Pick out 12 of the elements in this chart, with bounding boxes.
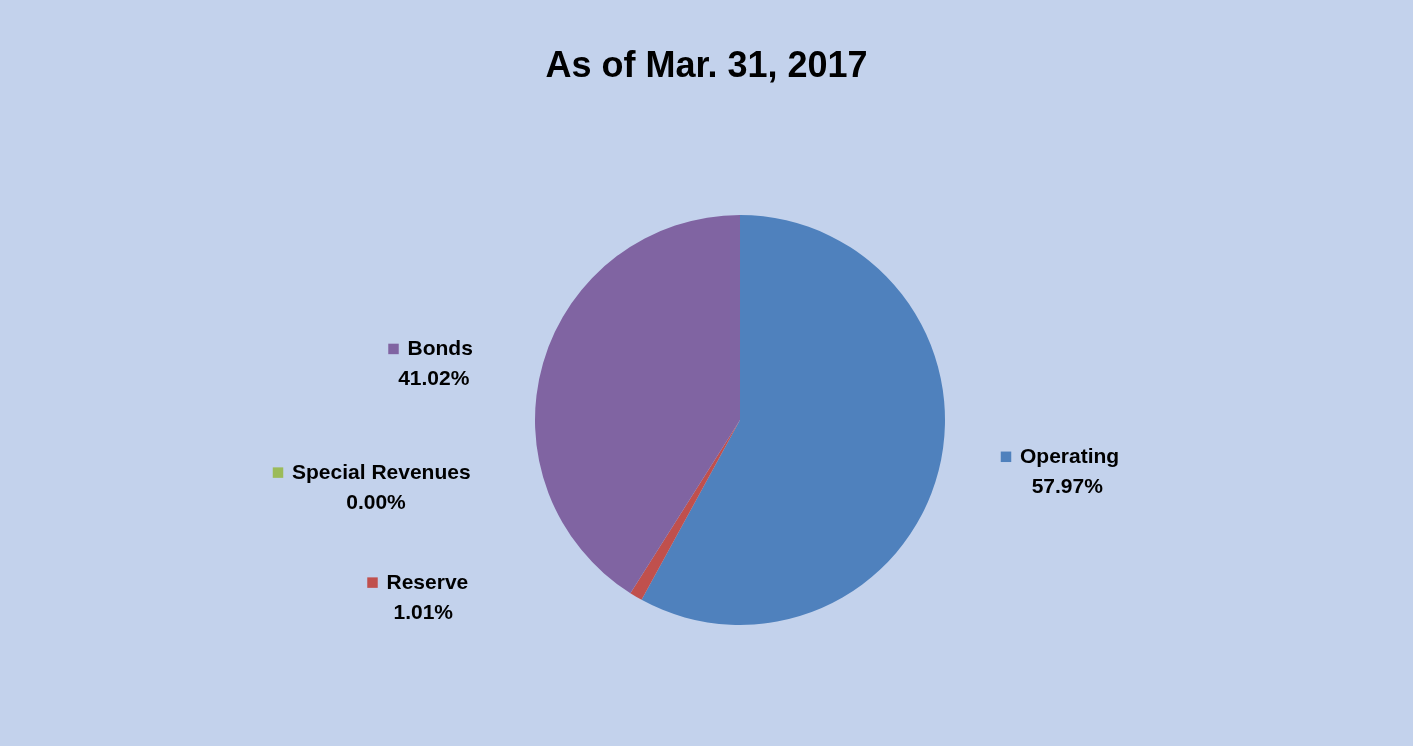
legend-label: Special Revenues — [292, 459, 471, 483]
pie-slice — [641, 215, 945, 625]
legend-label: Operating — [1020, 443, 1120, 467]
data-label: 1.01% — [393, 599, 454, 623]
pie-slice — [630, 420, 740, 600]
legend-label: Reserve — [386, 569, 469, 593]
pie-slice — [535, 215, 740, 594]
chart-title: As of Mar. 31, 2017 — [545, 44, 868, 85]
data-label: 41.02% — [398, 365, 470, 389]
text: 0.00% — [346, 489, 406, 513]
legend-label: Bonds — [407, 335, 473, 359]
data-label: 57.97% — [1031, 473, 1104, 497]
